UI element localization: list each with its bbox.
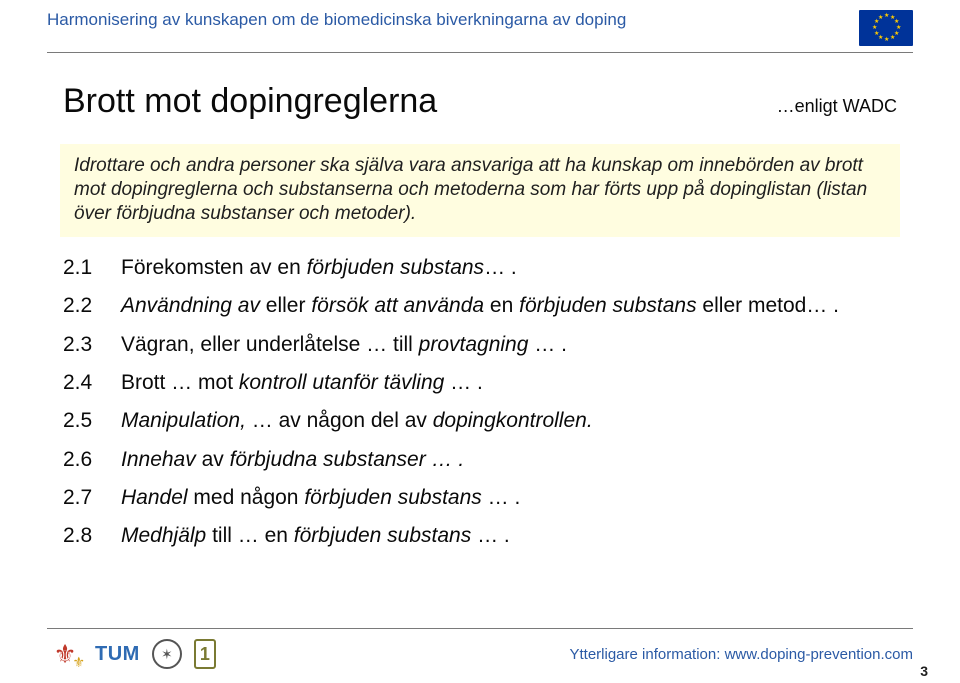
footer-rule [47,628,913,629]
list-num: 2.5 [63,407,121,435]
intro-text: Idrottare och andra personer ska själva … [74,154,886,225]
list-item: 2.3 Vägran, eller underlåtelse … till pr… [63,331,897,359]
list-text: Medhjälp till … en förbjuden substans … … [121,522,510,550]
list-item: 2.4 Brott … mot kontroll utanför tävling… [63,369,897,397]
footer-text: Ytterligare information: www.doping-prev… [570,646,914,663]
list-num: 2.1 [63,254,121,282]
header-rule [47,52,913,53]
list-text: Förekomsten av en förbjuden substans… . [121,254,517,282]
list-num: 2.6 [63,446,121,474]
list-text: Handel med någon förbjuden substans … . [121,484,520,512]
page-title: Brott mot dopingreglerna [63,82,437,121]
list-num: 2.2 [63,292,121,320]
list-num: 2.7 [63,484,121,512]
list-num: 2.3 [63,331,121,359]
seal-logo-icon: ✶ [152,639,182,669]
list-text: Vägran, eller underlåtelse … till provta… [121,331,567,359]
list-item: 2.6 Innehav av förbjudna substanser … . [63,446,897,474]
list-text: Manipulation, … av någon del av dopingko… [121,407,593,435]
page-number: 3 [920,663,928,679]
title-row: Brott mot dopingreglerna …enligt WADC [63,82,897,121]
list-item: 2.2 Användning av eller försök att använ… [63,292,897,320]
list-item: 2.7 Handel med någon förbjuden substans … [63,484,897,512]
list-item: 2.8 Medhjälp till … en förbjuden substan… [63,522,897,550]
eu-flag-icon: ★ ★ ★ ★ ★ ★ ★ ★ ★ ★ ★ ★ [859,10,913,46]
header-title: Harmonisering av kunskapen om de biomedi… [47,10,626,30]
footer: ⚜ TUM ✶ 1 Ytterligare information: www.d… [47,639,913,669]
rules-list: 2.1 Förekomsten av en förbjuden substans… [63,254,897,561]
list-text: Innehav av förbjudna substanser … . [121,446,464,474]
footer-logos: ⚜ TUM ✶ 1 [47,639,216,669]
list-num: 2.4 [63,369,121,397]
intro-box: Idrottare och andra personer ska själva … [60,144,900,237]
one-logo-icon: 1 [194,639,216,669]
header: Harmonisering av kunskapen om de biomedi… [47,10,913,46]
list-item: 2.5 Manipulation, … av någon del av dopi… [63,407,897,435]
list-text: Användning av eller försök att använda e… [121,292,839,320]
crest-logo-icon: ⚜ [47,639,83,669]
slide: Harmonisering av kunskapen om de biomedi… [0,0,960,683]
list-item: 2.1 Förekomsten av en förbjuden substans… [63,254,897,282]
page-subtitle: …enligt WADC [777,96,897,117]
tum-logo-icon: TUM [95,639,140,669]
list-text: Brott … mot kontroll utanför tävling … . [121,369,483,397]
list-num: 2.8 [63,522,121,550]
